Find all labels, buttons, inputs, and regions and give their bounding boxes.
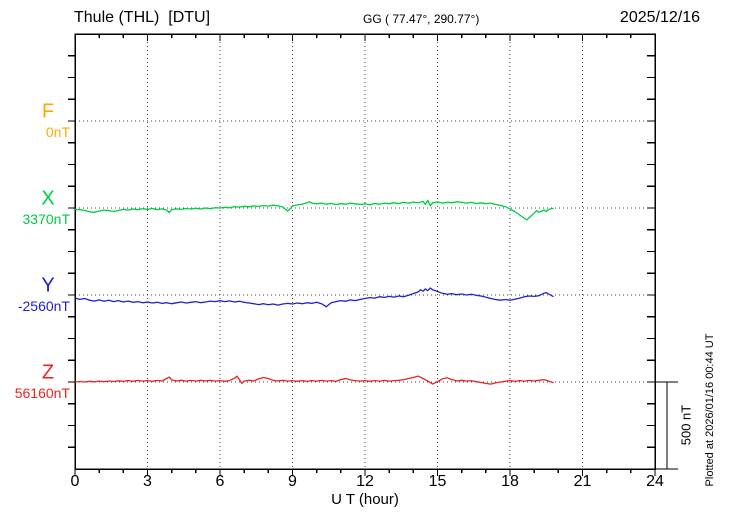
component-label-Y: Y bbox=[41, 274, 55, 297]
x-axis-title: U T (hour) bbox=[331, 491, 399, 508]
x-tick-label: 24 bbox=[646, 473, 664, 490]
component-label-X: X bbox=[41, 187, 55, 210]
component-baseline-Z: 56160nT bbox=[14, 385, 70, 401]
trace-X bbox=[74, 199, 554, 221]
plot-date: 2025/12/16 bbox=[619, 9, 700, 26]
component-baseline-F: 0nT bbox=[45, 124, 70, 140]
scale-bar-label: 500 nT bbox=[678, 404, 694, 446]
geographic-coordinates: GG ( 77.47°, 290.77°) bbox=[363, 12, 480, 26]
component-label-Z: Z bbox=[41, 361, 55, 384]
x-tick-label: 6 bbox=[215, 473, 225, 490]
x-tick-label: 21 bbox=[573, 473, 592, 490]
x-tick-label: 18 bbox=[501, 473, 519, 490]
trace-Y bbox=[74, 287, 554, 308]
trace-Z bbox=[74, 375, 554, 385]
plotted-timestamp-note: Plotted at 2026/01/16 00:44 UT bbox=[704, 333, 716, 487]
x-tick-label: 15 bbox=[428, 473, 447, 490]
x-tick-label: 9 bbox=[288, 473, 297, 490]
x-tick-label: 12 bbox=[356, 473, 374, 490]
component-baseline-X: 3370nT bbox=[22, 211, 70, 227]
page-title: Thule (THL) [DTU] bbox=[74, 9, 211, 26]
plot-frame bbox=[74, 33, 656, 470]
component-label-F: F bbox=[41, 100, 55, 123]
component-baseline-Y: -2560nT bbox=[17, 298, 70, 314]
x-tick-label: 3 bbox=[143, 473, 152, 490]
x-tick-label: 0 bbox=[70, 473, 80, 490]
